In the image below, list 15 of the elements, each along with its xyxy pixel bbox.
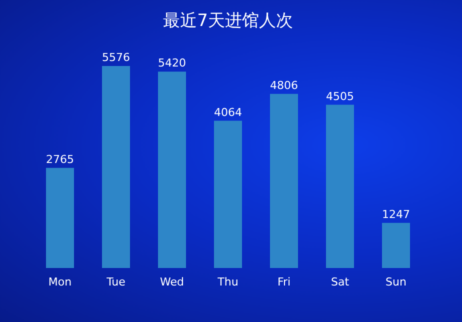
data-label: 4806 [270,78,298,92]
data-label: 4064 [214,106,242,119]
x-tick-label: Wed [160,276,184,288]
data-label: 4505 [326,90,354,103]
x-tick-label: Fri [277,276,291,288]
data-label: 2765 [46,152,74,166]
x-tick-label: Mon [48,276,72,288]
data-label: 5420 [158,56,186,70]
x-tick-label: Tue [106,276,126,288]
x-tick-label: Sat [330,276,350,288]
data-label: 1247 [382,208,410,221]
chart-title: 最近7天进馆人次 [163,11,293,31]
x-tick-label: Sun [386,276,406,288]
x-tick-label: Thu [216,276,238,288]
data-label: 5576 [102,51,130,64]
